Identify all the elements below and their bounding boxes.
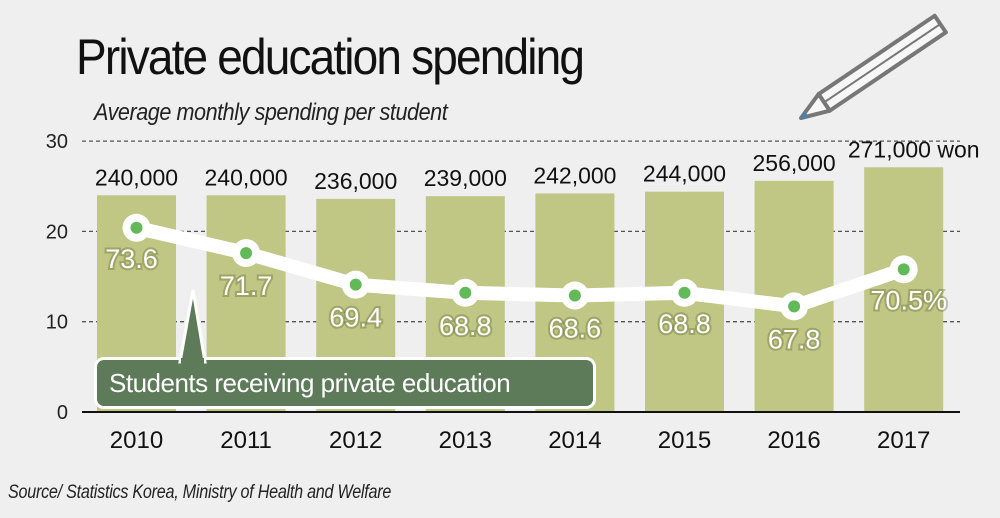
chart-title: Private education spending xyxy=(76,29,585,85)
x-tick-label: 2017 xyxy=(877,427,930,454)
bar-value-label: 236,000 xyxy=(314,168,397,194)
bar-value-label: 244,000 xyxy=(643,161,726,187)
bar-value-label: 242,000 xyxy=(533,162,616,188)
legend-students-receiving-private-education: Students receiving private education xyxy=(94,357,596,409)
data-point-dot xyxy=(897,263,910,276)
y-tick-label: 20 xyxy=(46,221,68,243)
data-point-dot xyxy=(459,286,472,299)
point-value-label: 69.4 xyxy=(329,303,382,333)
point-value-label: 68.6 xyxy=(549,314,602,344)
bar-2017 xyxy=(864,167,944,412)
y-tick-label: 0 xyxy=(57,402,68,424)
chart-subtitle: Average monthly spending per student xyxy=(94,99,448,126)
x-tick-label: 2015 xyxy=(658,427,711,454)
data-point-dot xyxy=(678,286,691,299)
x-tick-label: 2016 xyxy=(767,427,820,454)
bar-value-label: 240,000 xyxy=(205,164,288,190)
y-tick-label: 30 xyxy=(46,131,68,153)
x-tick-label: 2010 xyxy=(110,427,163,454)
point-value-label: 70.5% xyxy=(870,285,947,315)
data-point-dot xyxy=(568,289,581,302)
x-tick-label: 2011 xyxy=(220,427,272,454)
pencil-icon xyxy=(799,13,948,120)
bar-value-label: 240,000 xyxy=(95,164,178,190)
line-series xyxy=(134,220,906,314)
point-value-label: 71.7 xyxy=(220,271,273,301)
data-point-dot xyxy=(349,278,362,291)
data-point-dot xyxy=(240,247,253,260)
data-point-dot xyxy=(788,300,801,313)
point-value-label: 73.6 xyxy=(105,244,158,274)
source-note: Source/ Statistics Korea, Ministry of He… xyxy=(8,482,392,503)
y-tick-label: 10 xyxy=(46,312,68,334)
point-value-label: 68.8 xyxy=(658,309,711,339)
data-point-dot xyxy=(130,221,143,234)
x-tick-label: 2013 xyxy=(439,427,492,454)
x-tick-label: 2014 xyxy=(548,427,601,454)
bar-value-label: 239,000 xyxy=(424,165,507,191)
point-value-label: 67.8 xyxy=(768,324,821,354)
x-tick-label: 2012 xyxy=(329,427,382,454)
bar-value-label: 256,000 xyxy=(753,150,836,176)
bar-value-label: 271,000 won xyxy=(848,136,980,162)
point-value-label: 68.8 xyxy=(439,311,492,341)
